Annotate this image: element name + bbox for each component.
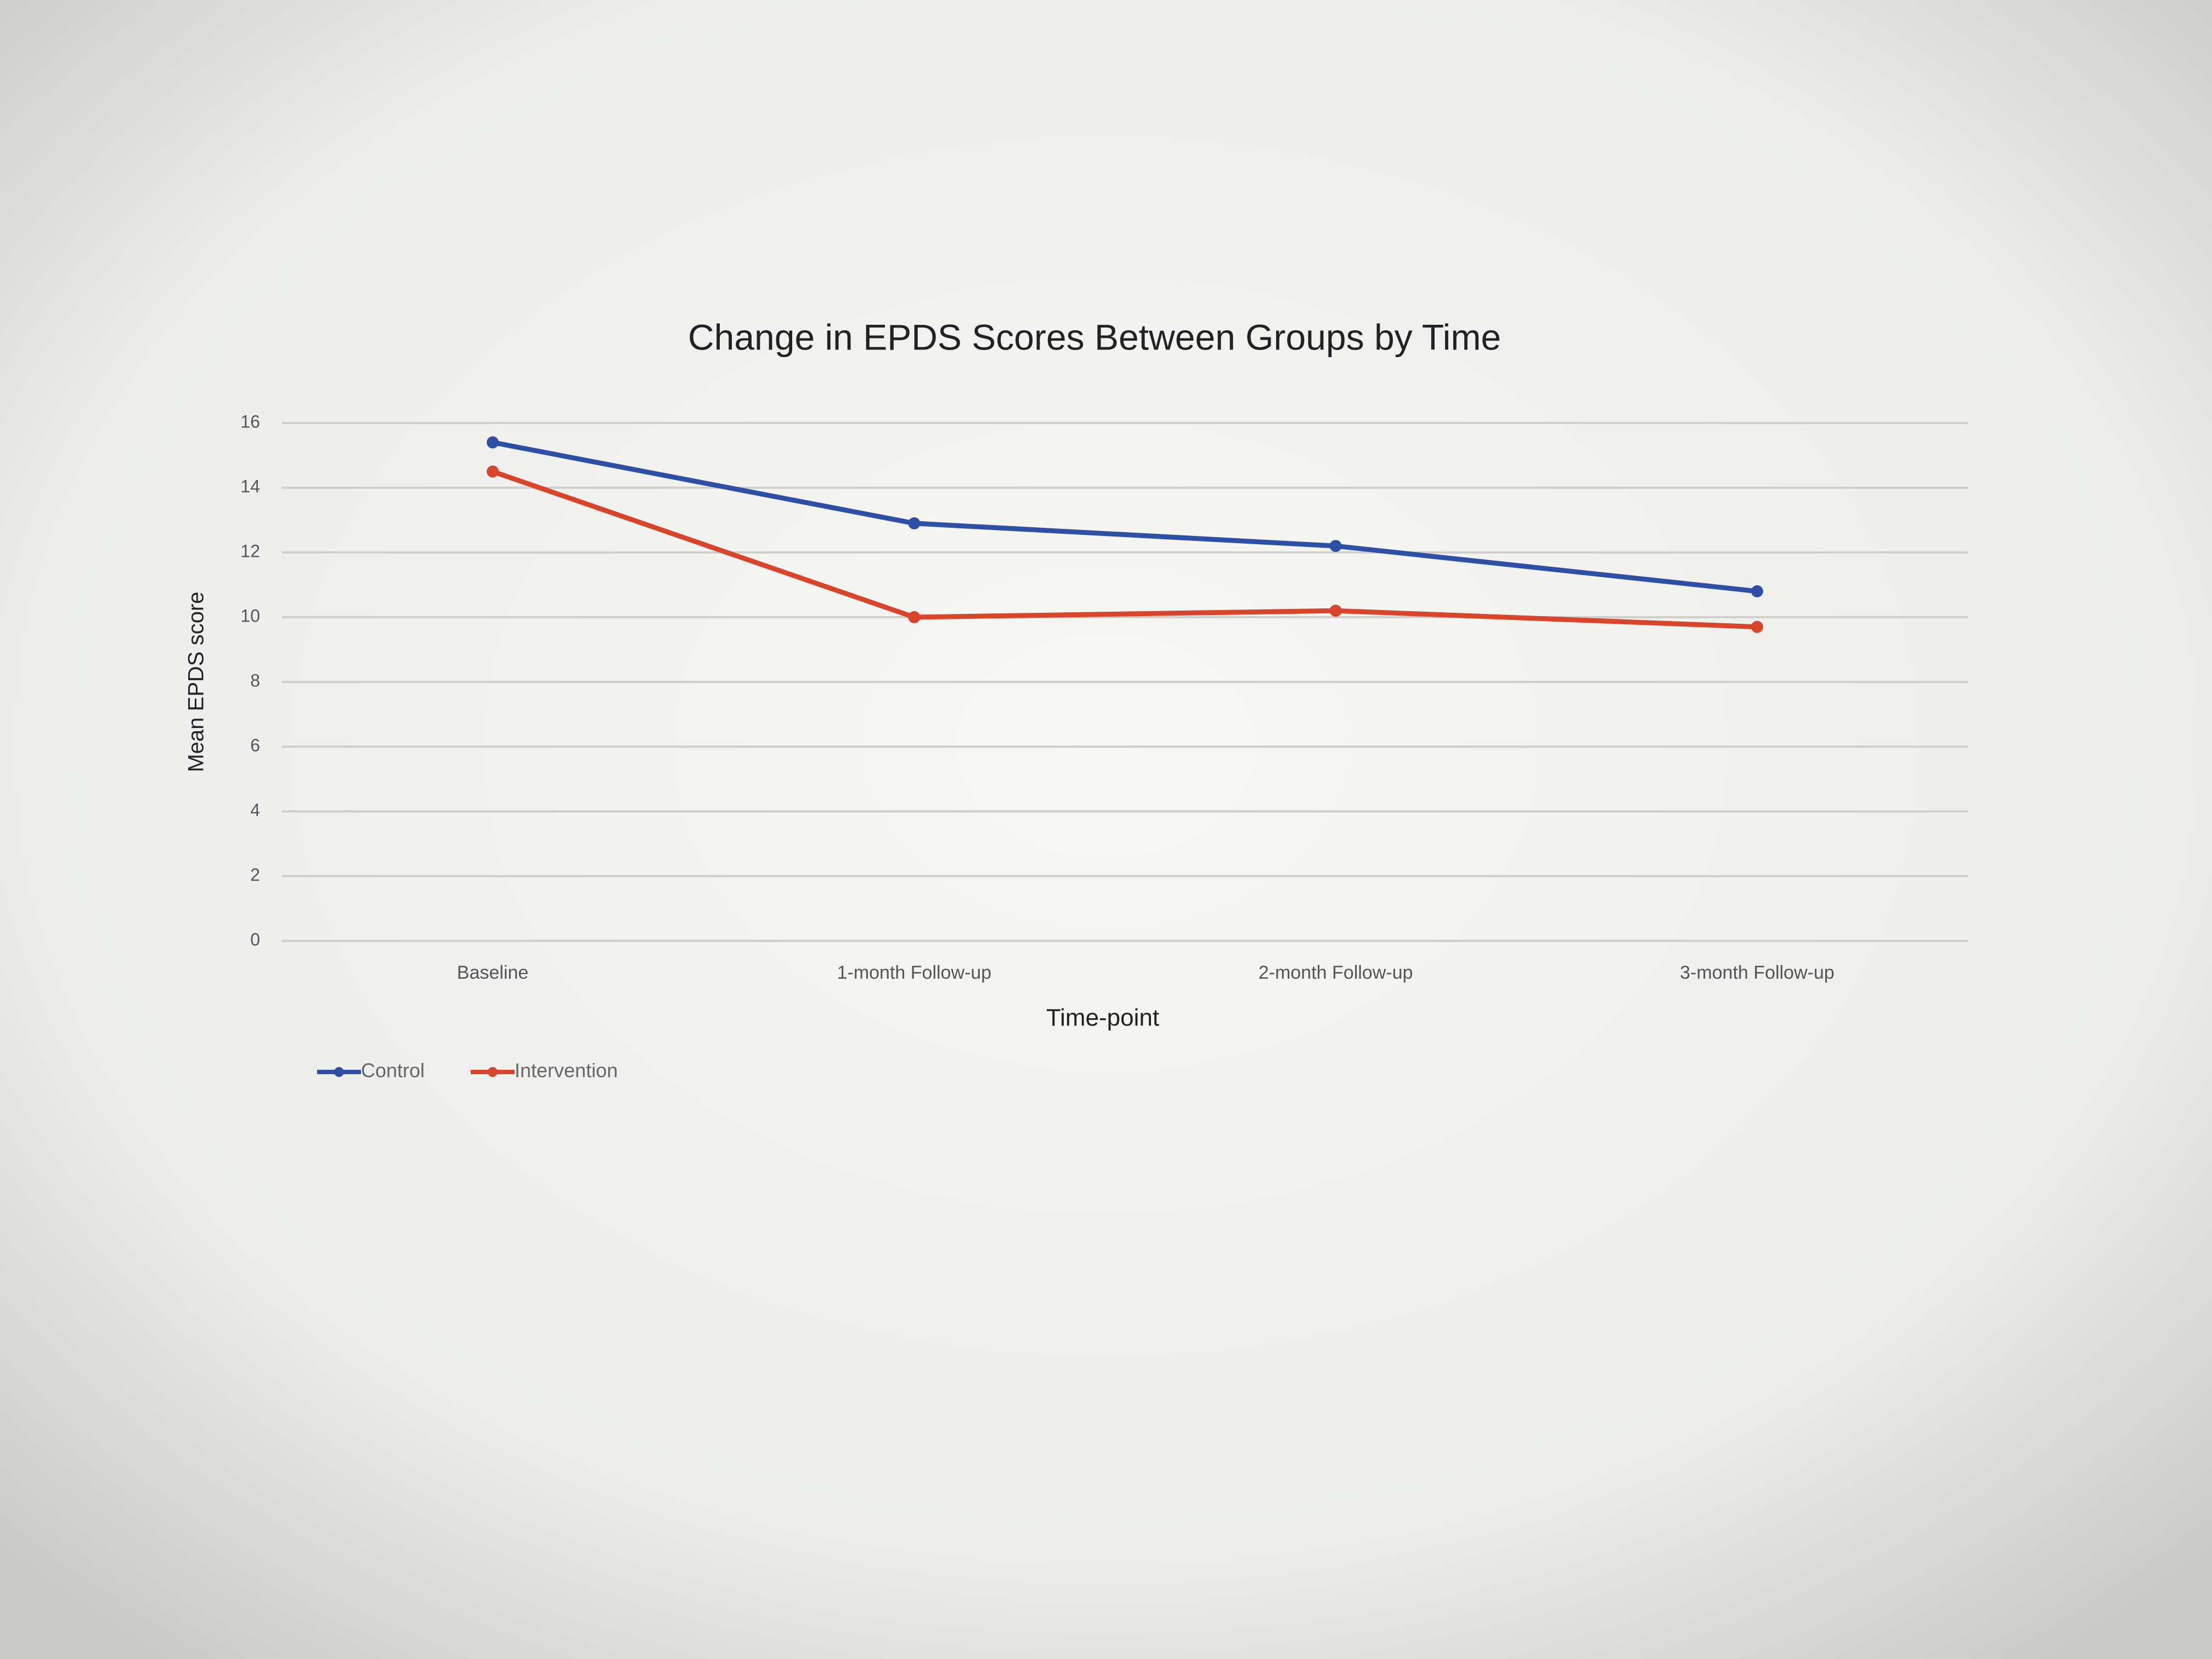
x-tick-label: Baseline: [457, 962, 528, 983]
point: [1751, 585, 1763, 597]
legend-marker: [334, 1067, 344, 1077]
point: [908, 611, 921, 623]
y-tick-label: 16: [240, 411, 260, 431]
y-tick-label: 14: [240, 476, 260, 496]
point: [1329, 540, 1342, 552]
legend-label: Control: [361, 1059, 425, 1082]
x-tick-label: 2-month Follow-up: [1259, 962, 1413, 983]
series-line: [492, 439, 1758, 594]
y-tick-label: 0: [250, 929, 260, 949]
point: [1751, 620, 1763, 633]
series-line: [492, 469, 1758, 630]
point: [908, 517, 921, 529]
x-tick-label: 1-month Follow-up: [837, 962, 992, 983]
x-axis-label: Time-point: [1046, 1005, 1159, 1031]
legend-label: Intervention: [515, 1059, 618, 1082]
y-tick-label: 12: [240, 541, 260, 561]
point: [487, 436, 499, 449]
y-tick-label: 10: [240, 606, 260, 625]
x-tick-label: 3-month Follow-up: [1680, 962, 1835, 983]
y-tick-label: 2: [250, 865, 260, 884]
y-tick-label: 8: [250, 670, 260, 690]
y-tick-label: 4: [250, 800, 260, 820]
point: [1329, 605, 1342, 617]
y-tick-label: 6: [250, 735, 260, 755]
legend-marker: [488, 1067, 498, 1077]
chart-title: Change in EPDS Scores Between Groups by …: [688, 317, 1501, 357]
y-axis-label: Mean EPDS score: [184, 591, 208, 772]
point: [487, 465, 499, 478]
